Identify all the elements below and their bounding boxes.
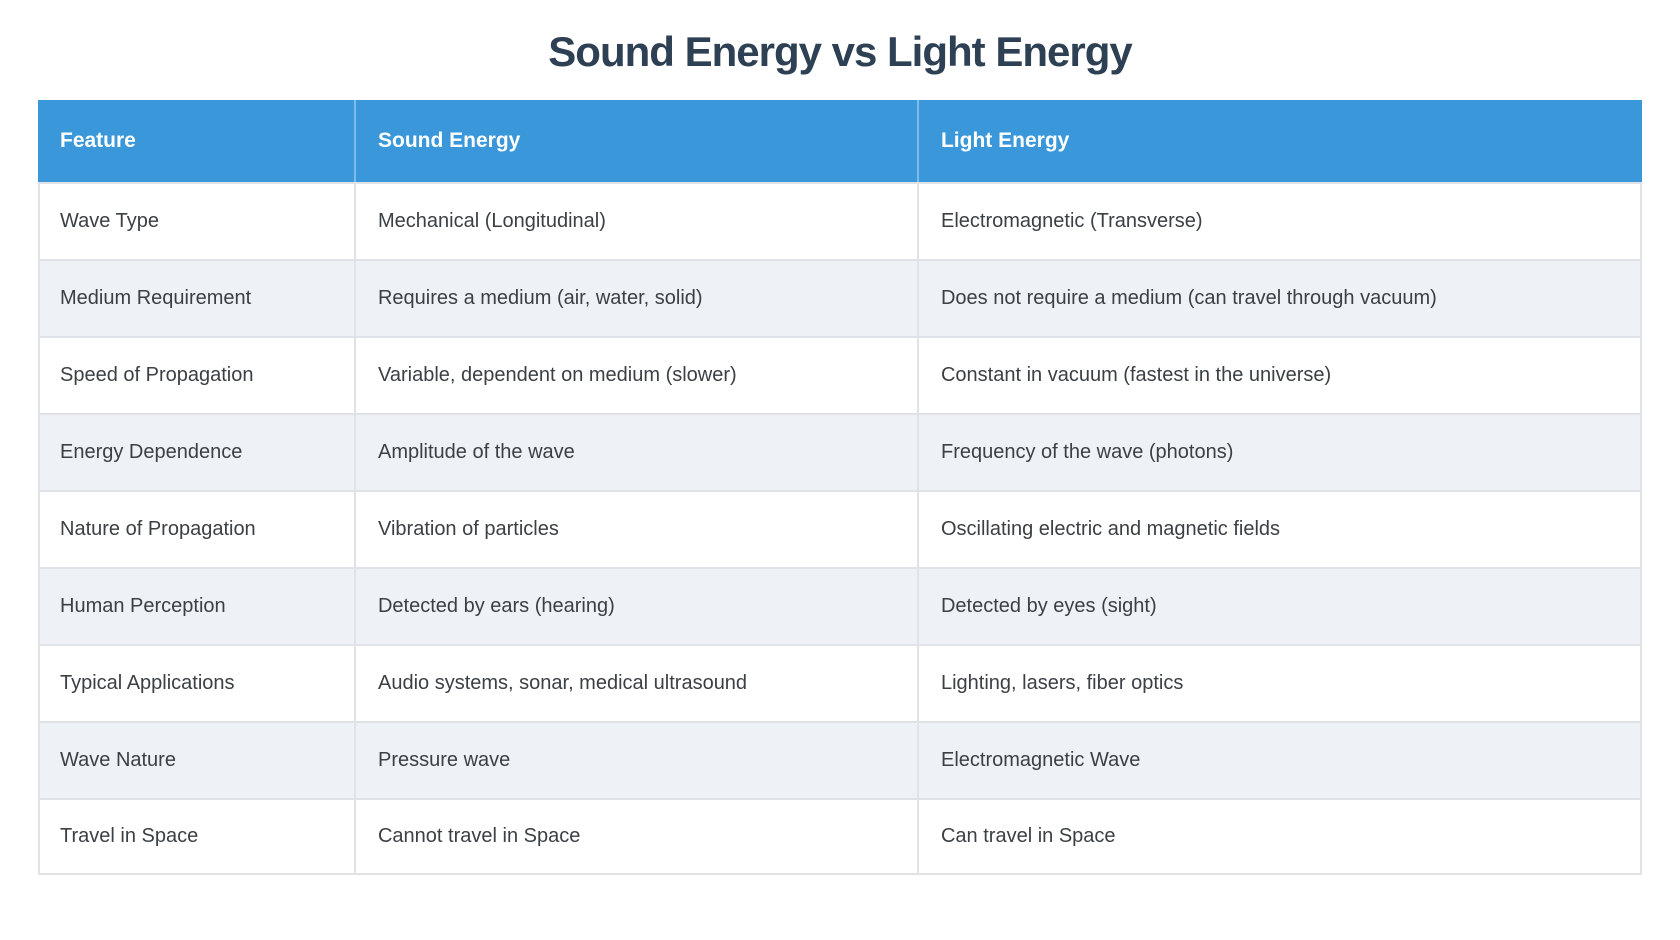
table-row: Nature of Propagation Vibration of parti…: [38, 490, 1642, 567]
page-title: Sound Energy vs Light Energy: [548, 28, 1132, 75]
page: Sound Energy vs Light Energy Feature Sou…: [0, 28, 1680, 875]
table-row: Typical Applications Audio systems, sona…: [38, 644, 1642, 721]
sound-energy-cell: Pressure wave: [353, 721, 917, 798]
comparison-table: Feature Sound Energy Light Energy Wave T…: [38, 100, 1642, 875]
light-energy-cell: Oscillating electric and magnetic fields: [916, 490, 1642, 567]
feature-cell: Speed of Propagation: [38, 336, 354, 413]
light-energy-cell: Constant in vacuum (fastest in the unive…: [916, 336, 1642, 413]
feature-cell: Typical Applications: [38, 644, 354, 721]
sound-energy-cell: Requires a medium (air, water, solid): [353, 259, 917, 336]
feature-cell: Energy Dependence: [38, 413, 354, 490]
table-row: Speed of Propagation Variable, dependent…: [38, 336, 1642, 413]
light-energy-cell: Lighting, lasers, fiber optics: [916, 644, 1642, 721]
column-header-feature: Feature: [38, 100, 354, 182]
feature-cell: Wave Nature: [38, 721, 354, 798]
header-row: Feature Sound Energy Light Energy: [38, 100, 1642, 182]
table-row: Travel in Space Cannot travel in Space C…: [38, 798, 1642, 875]
light-energy-cell: Does not require a medium (can travel th…: [916, 259, 1642, 336]
feature-cell: Wave Type: [38, 182, 354, 259]
table-row: Wave Type Mechanical (Longitudinal) Elec…: [38, 182, 1642, 259]
light-energy-cell: Frequency of the wave (photons): [916, 413, 1642, 490]
light-energy-cell: Electromagnetic Wave: [916, 721, 1642, 798]
feature-cell: Medium Requirement: [38, 259, 354, 336]
table-row: Wave Nature Pressure wave Electromagneti…: [38, 721, 1642, 798]
feature-cell: Nature of Propagation: [38, 490, 354, 567]
light-energy-cell: Detected by eyes (sight): [916, 567, 1642, 644]
sound-energy-cell: Amplitude of the wave: [353, 413, 917, 490]
feature-cell: Human Perception: [38, 567, 354, 644]
sound-energy-cell: Detected by ears (hearing): [353, 567, 917, 644]
sound-energy-cell: Vibration of particles: [353, 490, 917, 567]
sound-energy-cell: Variable, dependent on medium (slower): [353, 336, 917, 413]
column-header-light-energy: Light Energy: [916, 100, 1642, 182]
sound-energy-cell: Cannot travel in Space: [353, 798, 917, 875]
light-energy-cell: Can travel in Space: [916, 798, 1642, 875]
table-row: Human Perception Detected by ears (heari…: [38, 567, 1642, 644]
feature-cell: Travel in Space: [38, 798, 354, 875]
sound-energy-cell: Mechanical (Longitudinal): [353, 182, 917, 259]
table-row: Medium Requirement Requires a medium (ai…: [38, 259, 1642, 336]
column-header-sound-energy: Sound Energy: [353, 100, 917, 182]
light-energy-cell: Electromagnetic (Transverse): [916, 182, 1642, 259]
table-row: Energy Dependence Amplitude of the wave …: [38, 413, 1642, 490]
sound-energy-cell: Audio systems, sonar, medical ultrasound: [353, 644, 917, 721]
